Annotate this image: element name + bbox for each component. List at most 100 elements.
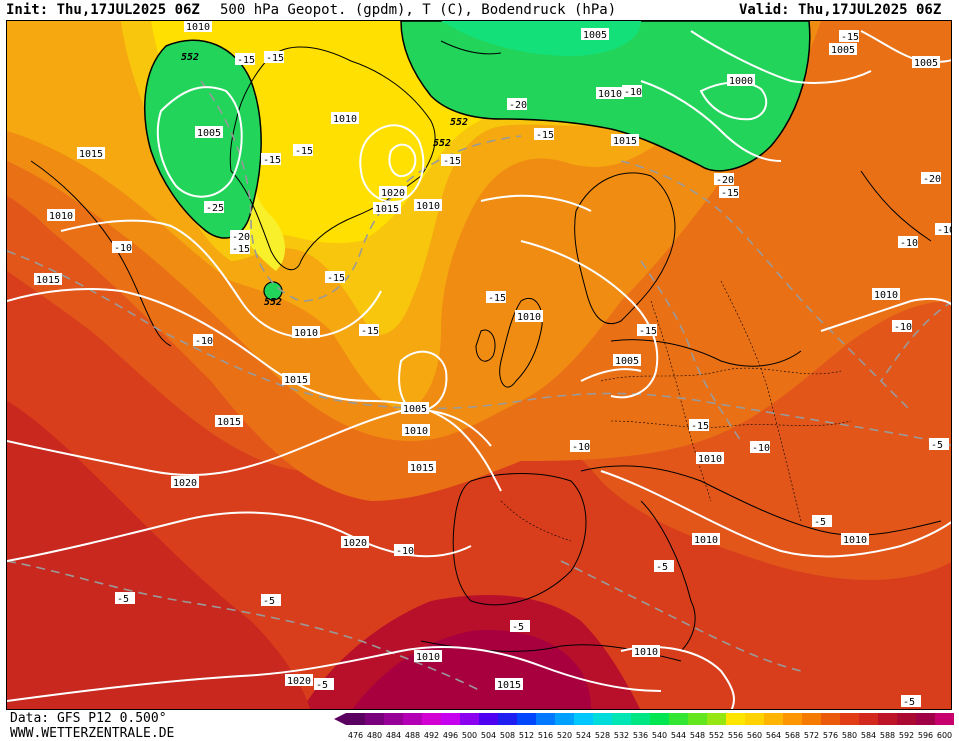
svg-text:-20: -20 — [923, 174, 941, 185]
scale-tick-label: 548 — [690, 731, 705, 740]
svg-text:-15: -15 — [488, 293, 506, 304]
svg-text:1005: 1005 — [615, 356, 639, 367]
svg-text:-5: -5 — [814, 517, 826, 528]
scale-tick-label: 496 — [443, 731, 458, 740]
svg-text:1015: 1015 — [79, 149, 103, 160]
svg-text:-15: -15 — [237, 55, 255, 66]
scale-tick-label: 508 — [500, 731, 515, 740]
svg-text:-10: -10 — [195, 336, 213, 347]
geopot-label: 552 — [450, 117, 468, 128]
temp-label: -10 — [898, 236, 918, 249]
svg-text:1015: 1015 — [613, 136, 637, 147]
temp-label: -20 — [507, 98, 527, 111]
svg-text:1015: 1015 — [284, 375, 308, 386]
svg-text:-10: -10 — [396, 546, 414, 557]
svg-text:1010: 1010 — [634, 647, 658, 658]
svg-text:-10: -10 — [900, 238, 918, 249]
scale-swatch — [536, 713, 555, 725]
geopot-labels: 552 552 552 552 — [181, 52, 468, 308]
temp-label: -10 — [112, 241, 132, 254]
temp-label: -20 — [714, 173, 734, 186]
scale-swatch — [840, 713, 859, 725]
temp-label: -25 — [204, 201, 224, 214]
pressure-label: 1010 — [632, 645, 660, 658]
init-time: Init: Thu,17JUL2025 06Z — [6, 2, 200, 18]
pressure-label: 1005 — [613, 354, 641, 367]
scale-tick-label: 492 — [424, 731, 439, 740]
scale-swatch — [935, 713, 954, 725]
svg-text:-15: -15 — [263, 155, 281, 166]
scale-tick-label: 584 — [861, 731, 876, 740]
svg-text:-10: -10 — [937, 225, 952, 236]
svg-text:-25: -25 — [206, 203, 224, 214]
pressure-label: 1010 — [872, 288, 900, 301]
geopot-label: 552 — [181, 52, 199, 63]
temp-label: -15 — [235, 53, 255, 66]
temp-label: -5 — [929, 438, 949, 451]
svg-text:1010: 1010 — [333, 114, 357, 125]
svg-text:-5: -5 — [263, 596, 275, 607]
temp-label: -15 — [264, 51, 284, 64]
data-source: Data: GFS P12 0.500° — [10, 711, 167, 726]
scale-swatch — [422, 713, 441, 725]
pressure-label: 1005 — [829, 43, 857, 56]
svg-text:1010: 1010 — [49, 211, 73, 222]
scale-tick-label: 524 — [576, 731, 591, 740]
svg-text:-10: -10 — [114, 243, 132, 254]
scale-swatch — [593, 713, 612, 725]
svg-text:1005: 1005 — [831, 45, 855, 56]
svg-text:1010: 1010 — [698, 454, 722, 465]
svg-text:-15: -15 — [691, 421, 709, 432]
svg-text:-5: -5 — [931, 440, 943, 451]
pressure-label: 1005 — [195, 126, 223, 139]
svg-text:1005: 1005 — [403, 404, 427, 415]
scale-tick-label: 580 — [842, 731, 857, 740]
svg-text:1015: 1015 — [217, 417, 241, 428]
pressure-label: 1020 — [285, 674, 313, 687]
svg-text:-15: -15 — [327, 273, 345, 284]
site-url: WWW.WETTERZENTRALE.DE — [10, 726, 175, 741]
scale-swatch — [479, 713, 498, 725]
isotherms — [7, 80, 951, 692]
temp-label: -10 — [750, 441, 770, 454]
scale-tick-label: 568 — [785, 731, 800, 740]
svg-text:1015: 1015 — [410, 463, 434, 474]
svg-text:1020: 1020 — [287, 676, 311, 687]
pressure-label: 1020 — [171, 476, 199, 489]
temp-label: -5 — [261, 594, 281, 607]
temp-label: -5 — [314, 678, 334, 691]
temp-label: -15 — [534, 128, 554, 141]
temp-label: -15 — [261, 153, 281, 166]
scale-tick-label: 600 — [937, 731, 952, 740]
temp-label: -15 — [359, 324, 379, 337]
svg-text:-15: -15 — [295, 146, 313, 157]
temp-label: -15 — [293, 144, 313, 157]
scale-swatch — [669, 713, 688, 725]
pressure-label: 1015 — [215, 415, 243, 428]
scale-swatch — [726, 713, 745, 725]
svg-text:1010: 1010 — [874, 290, 898, 301]
scale-tick-label: 556 — [728, 731, 743, 740]
pressure-label: 1010 — [414, 650, 442, 663]
svg-text:-5: -5 — [656, 562, 668, 573]
geopot-band-596 — [352, 630, 591, 709]
scale-swatch — [441, 713, 460, 725]
svg-text:1015: 1015 — [375, 204, 399, 215]
svg-text:1015: 1015 — [497, 680, 521, 691]
svg-text:-5: -5 — [512, 622, 524, 633]
scale-tick-label: 596 — [918, 731, 933, 740]
scale-swatch — [612, 713, 631, 725]
scale-tick-label: 484 — [386, 731, 401, 740]
svg-text:-20: -20 — [509, 100, 527, 111]
pressure-label: 1005 — [581, 28, 609, 41]
pressure-label: 1020 — [341, 536, 369, 549]
scale-swatch — [517, 713, 536, 725]
temp-label: -5 — [510, 620, 530, 633]
scale-tick-label: 588 — [880, 731, 895, 740]
svg-text:1010: 1010 — [517, 312, 541, 323]
scale-swatch — [707, 713, 726, 725]
temp-label: -5 — [901, 695, 921, 708]
map-title: 500 hPa Geopot. (gpdm), T (C), Bodendruc… — [220, 2, 617, 18]
geopot-label: 552 — [433, 138, 451, 149]
